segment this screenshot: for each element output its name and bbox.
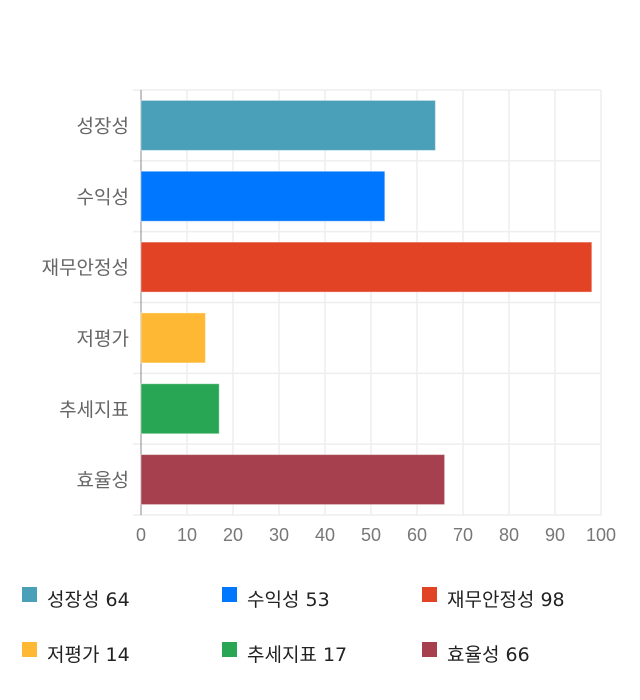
legend-swatch [222,587,237,602]
x-tick-label: 0 [136,525,146,545]
x-tick-label: 90 [545,525,565,545]
bar-0 [140,99,436,151]
legend-item: 추세지표 17 [222,640,347,667]
legend-swatch [422,642,437,657]
y-tick-label: 성장성 [77,115,129,137]
legend-label: 저평가 14 [47,644,130,666]
x-tick-label: 30 [269,525,289,545]
x-tick-label: 80 [499,525,519,545]
x-tick-label: 40 [315,525,335,545]
legend-label: 성장성 64 [47,589,130,611]
legend-label: 추세지표 17 [247,644,348,666]
x-tick-label: 20 [223,525,243,545]
legend-item: 저평가 14 [22,640,130,667]
bar-1 [140,170,386,222]
y-tick-label: 추세지표 [59,399,129,421]
legend-label: 수익성 53 [247,589,330,611]
legend-label: 재무안정성 98 [447,589,565,611]
x-tick-label: 50 [361,525,381,545]
y-tick-label: 수익성 [77,186,129,208]
legend-swatch [422,587,437,602]
legend-item: 효율성 66 [422,640,530,667]
x-tick-label: 10 [177,525,197,545]
legend-swatch [22,587,37,602]
bar-3 [140,312,206,364]
legend-swatch [222,642,237,657]
x-tick-label: 60 [407,525,427,545]
y-tick-label: 저평가 [77,328,129,350]
bar-2 [140,241,593,293]
y-tick-label: 효율성 [77,470,129,492]
legend-swatch [22,642,37,657]
legend-item: 성장성 64 [22,585,130,612]
legend-label: 효율성 66 [447,644,530,666]
y-tick-label: 재무안정성 [42,257,129,279]
bar-4 [140,383,220,435]
bar-5 [140,454,446,506]
x-tick-label: 70 [453,525,473,545]
x-tick-label: 100 [586,525,616,545]
legend-item: 수익성 53 [222,585,330,612]
legend-item: 재무안정성 98 [422,585,565,612]
